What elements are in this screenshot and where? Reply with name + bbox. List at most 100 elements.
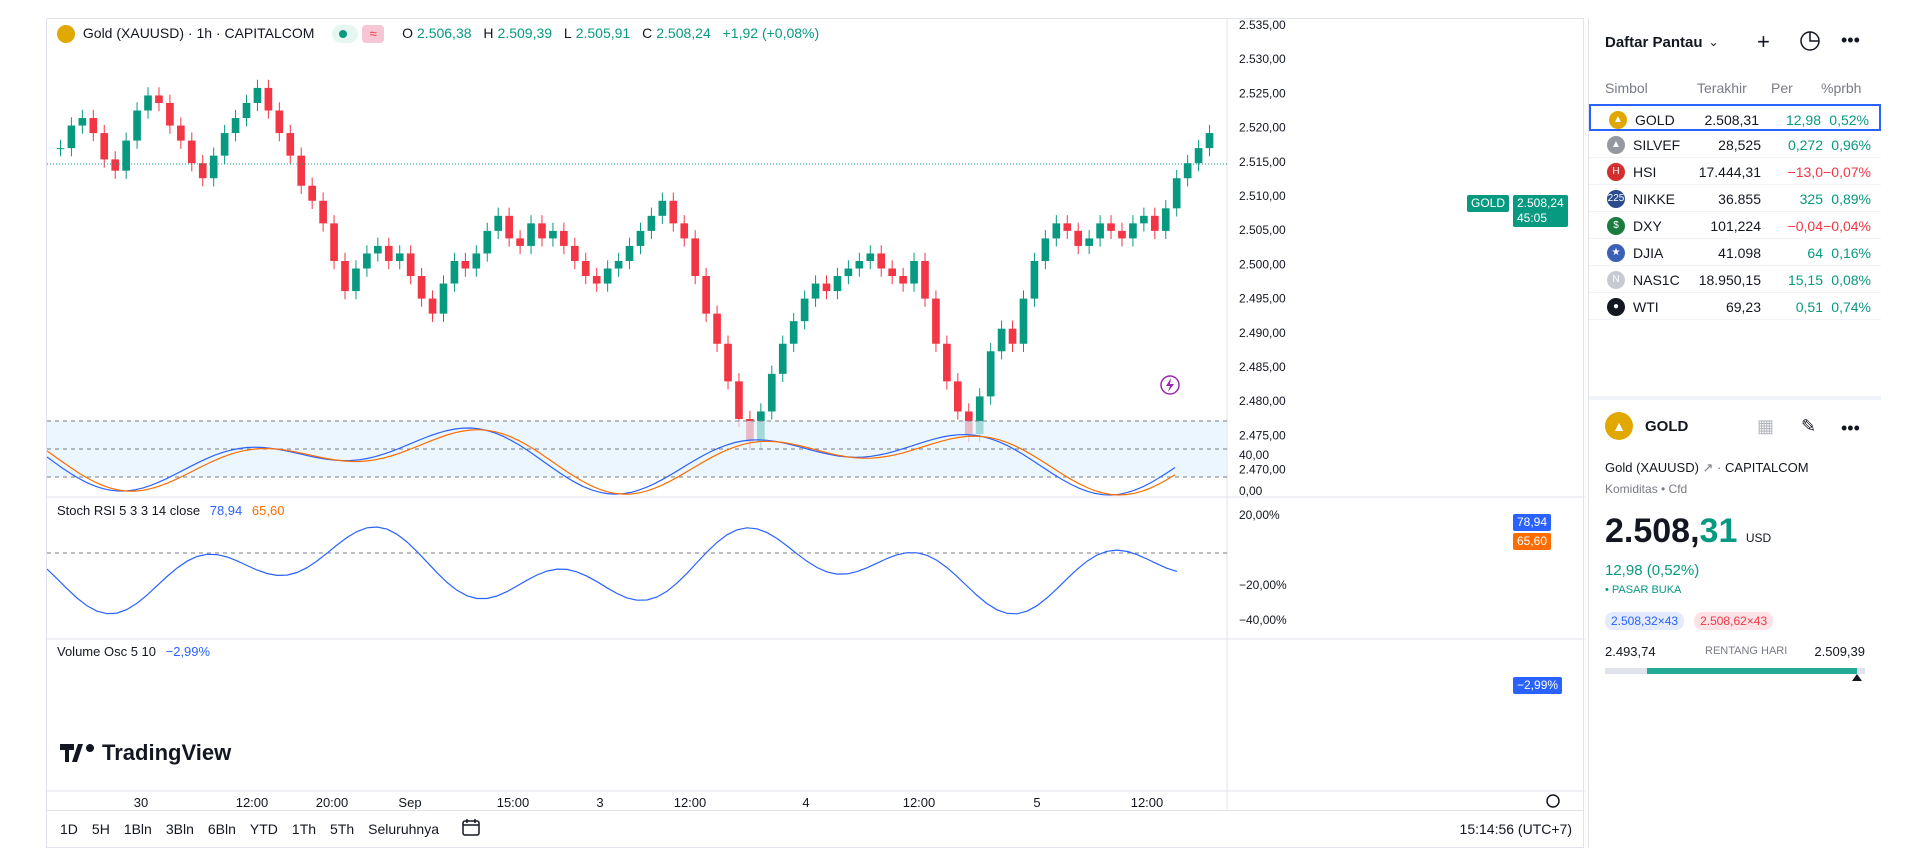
candle-body xyxy=(231,118,240,134)
watchlist-row-wti[interactable]: ● WTI 69,23 0,51 0,74% xyxy=(1589,293,1881,320)
candle-body xyxy=(198,163,207,179)
candle-body xyxy=(144,95,152,111)
last-price-tag: 2.508,24 45:05 xyxy=(1513,195,1568,227)
watchlist-row-dxy[interactable]: $ DXY 101,224 −0,04 −0,04% xyxy=(1589,212,1881,239)
time-axis-label: 12:00 xyxy=(1131,795,1164,809)
row-last: 28,525 xyxy=(1718,137,1761,153)
candle-body xyxy=(505,215,513,239)
time-axis-label: 3 xyxy=(596,795,603,809)
row-change: 15,15 xyxy=(1787,272,1823,288)
symbol-legend[interactable]: Gold (XAUUSD) · 1h · CAPITALCOM ≈ O 2.506… xyxy=(57,25,823,44)
candle-body xyxy=(932,298,940,344)
candle-body xyxy=(1052,223,1061,239)
symbol-title[interactable]: Gold (XAUUSD) · 1h · CAPITALCOM xyxy=(82,25,315,41)
timeframe-6bln[interactable]: 6Bln xyxy=(207,820,236,837)
timeframe-seluruhnya[interactable]: Seluruhnya xyxy=(368,820,439,837)
details-symbol[interactable]: GOLD xyxy=(1645,417,1689,435)
row-last: 36.855 xyxy=(1718,191,1761,207)
edit-icon[interactable]: ✎ xyxy=(1801,416,1817,436)
range-bar xyxy=(1605,668,1865,674)
col-change[interactable]: Per xyxy=(1771,80,1793,96)
range-fill xyxy=(1647,668,1858,674)
candle-body xyxy=(570,245,579,261)
calendar-icon[interactable] xyxy=(461,817,483,840)
row-percent: 0,16% xyxy=(1831,245,1871,261)
clock[interactable]: 15:14:56 (UTC+7) xyxy=(1459,820,1572,837)
gold-coin-icon xyxy=(57,25,75,44)
watchlist-row-hsi[interactable]: H HSI 17.444,31 −13,0 −0,07% xyxy=(1589,158,1881,185)
price-axis-label: 2.510,00 xyxy=(1239,189,1286,203)
candle-body xyxy=(866,253,875,261)
col-percent[interactable]: %prbh xyxy=(1821,80,1862,96)
external-link-icon[interactable]: ↗ xyxy=(1702,460,1718,475)
candle-body xyxy=(789,321,798,344)
candle-body xyxy=(319,200,327,224)
tradingview-logo[interactable]: TradingView xyxy=(60,740,231,766)
candle-body xyxy=(122,140,130,171)
timeframe-list: 1D 5H 1Bln 3Bln 6Bln YTD 1Th 5Th Seluruhnya xyxy=(46,821,439,837)
details-name[interactable]: Gold (XAUUSD) xyxy=(1605,460,1699,475)
watchlist-row-gold[interactable]: ▲ GOLD 2.508,31 12,98 0,52% xyxy=(1589,104,1881,131)
add-symbol-icon[interactable]: + xyxy=(1757,29,1770,54)
range-high: 2.509,39 xyxy=(1814,644,1865,659)
col-symbol[interactable]: Simbol xyxy=(1605,80,1648,96)
chart-canvas[interactable]: 2.535,00 2.530,00 2.525,00 2.520,00 2.515,00… xyxy=(47,19,1585,809)
timeframe-ytd[interactable]: YTD xyxy=(249,820,278,837)
watchlist-row-nikke[interactable]: 225 NIKKE 36.855 325 0,89% xyxy=(1589,185,1881,212)
candle-body xyxy=(899,276,907,284)
candle-body xyxy=(614,260,623,269)
time-axis-label: 12:00 xyxy=(674,795,707,809)
candle-body xyxy=(592,276,601,284)
watchlist-row-djia[interactable]: ★ DJIA 41.098 64 0,16% xyxy=(1589,239,1881,266)
candle-body xyxy=(133,110,141,141)
candle-body xyxy=(954,381,962,412)
price-axis-label: 2.470,00 xyxy=(1239,463,1286,477)
candle-body xyxy=(439,283,448,314)
candle-body xyxy=(1172,178,1181,209)
candle-body xyxy=(986,351,995,397)
candle-body xyxy=(330,223,338,261)
candle-body xyxy=(560,230,568,246)
bid-chip[interactable]: 2.508,32×43 xyxy=(1605,612,1685,630)
candle-body xyxy=(187,140,196,164)
col-last[interactable]: Terakhir xyxy=(1697,80,1747,96)
candle-body xyxy=(450,260,459,284)
timeframe-bar: 1D 5H 1Bln 3Bln 6Bln YTD 1Th 5Th Seluruhnya 15:1… xyxy=(46,810,1584,846)
candle-body xyxy=(67,125,76,149)
symbol-logo-icon: $ xyxy=(1607,217,1625,235)
candle-body xyxy=(1205,133,1214,149)
timeframe-3bln[interactable]: 3Bln xyxy=(165,820,194,837)
watchlist-row-silvef[interactable]: ▲ SILVEF 28,525 0,272 0,96% xyxy=(1589,131,1881,158)
candle-body xyxy=(78,118,87,126)
candle-body xyxy=(855,260,864,269)
watchlist-title[interactable]: Daftar Pantau xyxy=(1605,33,1703,51)
timeframe-1th[interactable]: 1Th xyxy=(291,820,317,837)
row-last: 69,23 xyxy=(1725,299,1761,315)
row-symbol: WTI xyxy=(1633,299,1659,315)
candle-body xyxy=(800,298,809,322)
row-change: 12,98 xyxy=(1785,112,1821,128)
chevron-down-icon[interactable]: ⌄ xyxy=(1708,35,1719,49)
candle-body xyxy=(428,298,437,314)
layout-icon[interactable]: ▦ xyxy=(1757,416,1775,436)
timeframe-5h[interactable]: 5H xyxy=(91,820,110,837)
row-symbol: DJIA xyxy=(1633,245,1664,261)
ask-chip[interactable]: 2.508,62×43 xyxy=(1694,612,1774,630)
stoch-rsi-legend[interactable]: Stoch RSI 5 3 3 14 close 78,94 65,60 xyxy=(57,503,285,518)
more-icon[interactable]: ••• xyxy=(1841,30,1860,50)
candle-body xyxy=(713,313,721,344)
candle-body xyxy=(680,223,689,239)
timeframe-1d[interactable]: 1D xyxy=(60,820,78,837)
candle-body xyxy=(702,276,710,314)
details-exchange[interactable]: CAPITALCOM xyxy=(1725,460,1809,475)
pie-chart-icon[interactable] xyxy=(1799,30,1821,57)
symbol-price-tag: GOLD xyxy=(1467,195,1510,212)
timeframe-5th[interactable]: 5Th xyxy=(330,820,355,837)
timeframe-1bln[interactable]: 1Bln xyxy=(123,820,152,837)
row-last: 41.098 xyxy=(1718,245,1761,261)
chart-frame[interactable]: 2.535,00 2.530,00 2.525,00 2.520,00 2.515,00… xyxy=(46,18,1585,848)
details-more-icon[interactable]: ••• xyxy=(1841,418,1860,438)
time-axis-label: 12:00 xyxy=(903,795,936,809)
volume-osc-legend[interactable]: Volume Osc 5 10 −2,99% xyxy=(57,644,211,659)
watchlist-row-nas1c[interactable]: N NAS1C 18.950,15 15,15 0,08% xyxy=(1589,266,1881,293)
